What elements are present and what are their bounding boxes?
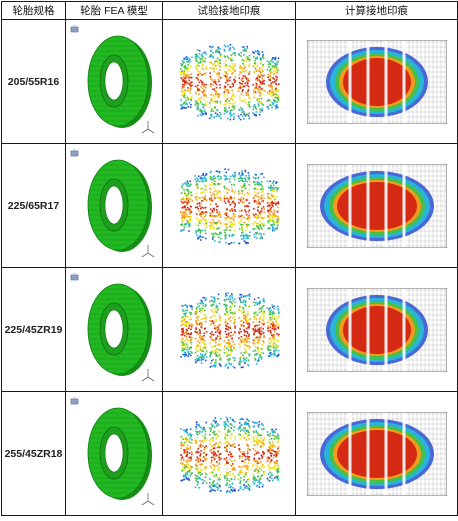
tire-mesh-icon — [66, 23, 162, 141]
calc-footprint-cell — [295, 19, 458, 144]
table-row: 225/65R17 — [1, 143, 458, 268]
spec-cell: 225/65R17 — [1, 143, 66, 268]
spec-cell: 255/45ZR18 — [1, 391, 66, 516]
tire-mesh-icon — [66, 395, 162, 513]
fea-model-cell — [65, 391, 163, 516]
calc-footprint-image — [296, 411, 457, 496]
spec-cell: 225/45ZR19 — [1, 267, 66, 392]
test-footprint-image — [163, 289, 295, 371]
test-footprint-cell — [162, 19, 296, 144]
table-row: 255/45ZR18 — [1, 391, 458, 516]
test-footprint-image — [163, 413, 295, 495]
table-row: 225/45ZR19 — [1, 267, 458, 392]
test-footprint-cell — [162, 267, 296, 392]
axis-triad-icon — [141, 492, 155, 505]
calc-footprint-image — [296, 287, 457, 372]
header-test-footprint: 试验接地印痕 — [162, 1, 296, 20]
tire-mesh-icon — [66, 271, 162, 389]
test-footprint-image — [163, 41, 295, 123]
tire-mesh-icon — [66, 147, 162, 265]
axis-triad-icon — [141, 120, 155, 133]
fea-model-cell — [65, 19, 163, 144]
header-spec: 轮胎规格 — [1, 1, 66, 20]
calc-footprint-cell — [295, 267, 458, 392]
table-row: 205/55R16 — [1, 19, 458, 144]
header-model: 轮胎 FEA 模型 — [65, 1, 163, 20]
header-row: 轮胎规格 轮胎 FEA 模型 试验接地印痕 计算接地印痕 — [1, 1, 458, 20]
calc-footprint-image — [296, 163, 457, 248]
axis-triad-icon — [141, 368, 155, 381]
fea-model-cell — [65, 143, 163, 268]
test-footprint-image — [163, 165, 295, 247]
test-footprint-cell — [162, 391, 296, 516]
spec-cell: 205/55R16 — [1, 19, 66, 144]
calc-footprint-cell — [295, 391, 458, 516]
calc-footprint-image — [296, 39, 457, 124]
fea-model-cell — [65, 267, 163, 392]
axis-triad-icon — [141, 244, 155, 257]
calc-footprint-cell — [295, 143, 458, 268]
test-footprint-cell — [162, 143, 296, 268]
header-calc-footprint: 计算接地印痕 — [295, 1, 458, 20]
